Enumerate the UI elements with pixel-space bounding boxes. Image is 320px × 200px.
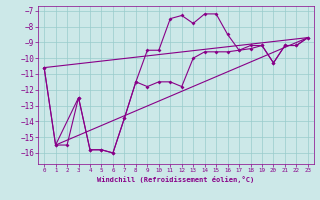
- X-axis label: Windchill (Refroidissement éolien,°C): Windchill (Refroidissement éolien,°C): [97, 176, 255, 183]
